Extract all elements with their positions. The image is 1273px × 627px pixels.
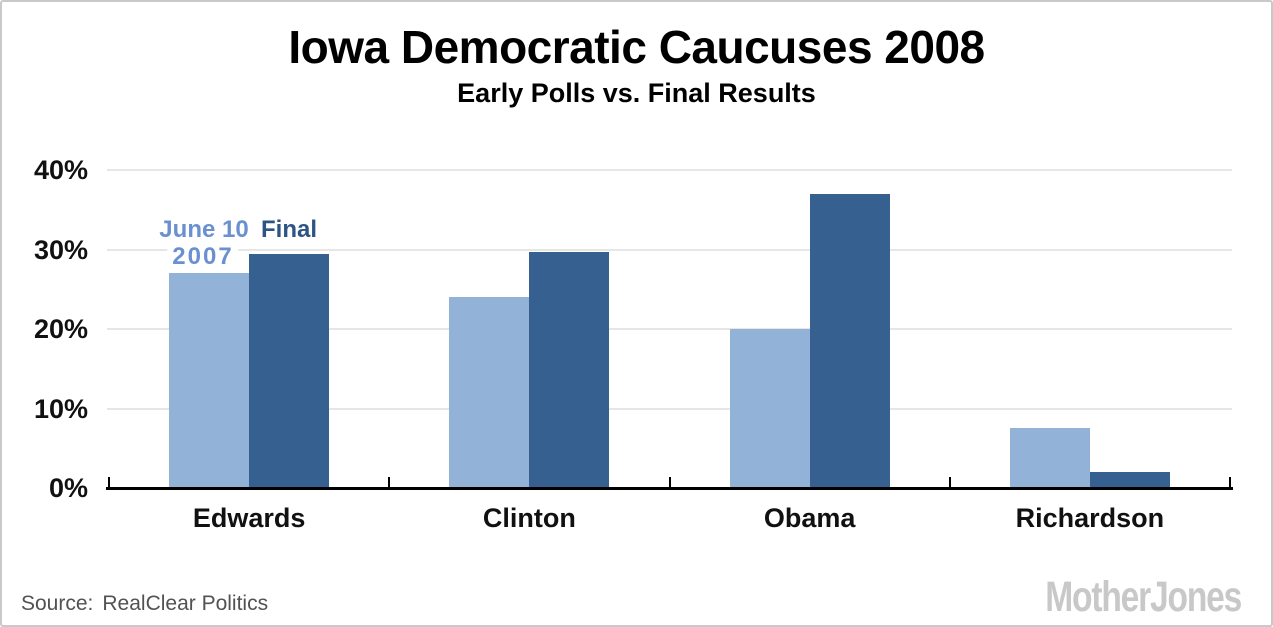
x-axis-tick xyxy=(668,477,671,488)
chart-title: Iowa Democratic Caucuses 2008 xyxy=(288,21,985,73)
x-axis-tick xyxy=(108,477,110,488)
x-axis-tick xyxy=(948,477,951,488)
bar-richardson-final xyxy=(1089,472,1170,488)
y-axis-tick-label: 10% xyxy=(33,393,88,424)
mother-jones-logo: MotherJones xyxy=(1045,573,1242,621)
y-axis-tick-label: 20% xyxy=(33,314,88,344)
category-label-clinton: Clinton xyxy=(482,503,576,533)
bar-richardson-early-poll xyxy=(1009,428,1090,488)
legend-label-early-poll-line1: June 10 xyxy=(159,216,249,243)
category-label-edwards: Edwards xyxy=(192,503,306,533)
legend-label-early-poll-line2: 2007 xyxy=(167,243,239,271)
gridline xyxy=(107,169,1232,171)
x-axis-tick xyxy=(388,477,391,488)
y-axis-tick-label: 40% xyxy=(33,155,88,185)
gridline xyxy=(107,248,1232,251)
gridline xyxy=(107,407,1232,410)
bar-clinton-early-poll xyxy=(449,297,530,488)
category-label-obama: Obama xyxy=(763,503,856,533)
bar-edwards-early-poll xyxy=(169,273,250,489)
bar-obama-early-poll xyxy=(729,329,810,488)
y-axis-tick-label: 0% xyxy=(48,473,88,503)
x-axis-line xyxy=(106,487,1233,490)
x-axis-tick xyxy=(1229,477,1231,488)
legend-label-final: Final xyxy=(260,216,318,243)
source-attribution: Source: RealClear Politics xyxy=(21,592,268,616)
chart-subtitle: Early Polls vs. Final Results xyxy=(457,78,816,108)
bar-edwards-final xyxy=(249,253,330,488)
bar-clinton-final xyxy=(529,251,610,488)
bar-obama-final xyxy=(809,193,890,488)
source-value: RealClear Politics xyxy=(102,592,269,615)
category-label-richardson: Richardson xyxy=(1015,503,1165,533)
source-label: Source: xyxy=(21,592,94,615)
gridline xyxy=(107,328,1232,330)
y-axis-tick-label: 30% xyxy=(33,234,88,265)
